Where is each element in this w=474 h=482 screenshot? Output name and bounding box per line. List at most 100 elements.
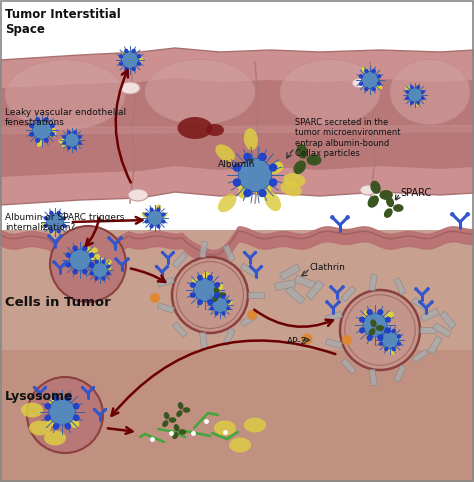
Circle shape xyxy=(66,253,71,258)
Circle shape xyxy=(384,329,388,333)
Polygon shape xyxy=(428,335,442,354)
Circle shape xyxy=(408,88,422,102)
Circle shape xyxy=(384,347,388,351)
Polygon shape xyxy=(326,311,342,321)
Ellipse shape xyxy=(264,191,281,211)
Circle shape xyxy=(238,158,272,192)
Ellipse shape xyxy=(281,181,301,197)
Ellipse shape xyxy=(393,204,403,212)
Circle shape xyxy=(145,220,148,223)
Ellipse shape xyxy=(215,145,235,161)
Ellipse shape xyxy=(283,173,305,187)
Polygon shape xyxy=(0,48,474,205)
Ellipse shape xyxy=(206,124,224,136)
Circle shape xyxy=(155,265,158,268)
Ellipse shape xyxy=(59,139,66,144)
Circle shape xyxy=(107,236,111,240)
Ellipse shape xyxy=(244,417,266,432)
Text: AP-2: AP-2 xyxy=(287,337,307,346)
Ellipse shape xyxy=(216,307,221,314)
Circle shape xyxy=(52,260,56,264)
Circle shape xyxy=(132,67,136,71)
Circle shape xyxy=(210,307,213,310)
Circle shape xyxy=(137,62,141,66)
Ellipse shape xyxy=(368,195,379,208)
FancyArrowPatch shape xyxy=(108,427,132,434)
Circle shape xyxy=(124,49,128,53)
Circle shape xyxy=(365,87,368,91)
Circle shape xyxy=(329,285,333,289)
Polygon shape xyxy=(285,286,305,304)
Circle shape xyxy=(254,251,257,254)
Ellipse shape xyxy=(159,213,167,218)
Circle shape xyxy=(90,265,93,268)
Circle shape xyxy=(421,96,424,100)
Ellipse shape xyxy=(47,130,56,137)
Ellipse shape xyxy=(229,438,251,453)
Ellipse shape xyxy=(297,144,308,159)
Circle shape xyxy=(269,163,277,172)
Ellipse shape xyxy=(214,287,219,295)
Circle shape xyxy=(78,135,82,138)
Circle shape xyxy=(410,86,413,89)
Circle shape xyxy=(49,229,53,233)
Polygon shape xyxy=(173,322,187,338)
Circle shape xyxy=(65,395,71,401)
FancyArrowPatch shape xyxy=(111,340,336,415)
Circle shape xyxy=(363,313,387,337)
Circle shape xyxy=(227,307,230,310)
Circle shape xyxy=(36,138,40,143)
Ellipse shape xyxy=(307,155,321,165)
Circle shape xyxy=(65,423,71,429)
Circle shape xyxy=(45,403,51,409)
Polygon shape xyxy=(240,263,257,277)
Circle shape xyxy=(90,272,93,275)
Polygon shape xyxy=(240,313,257,327)
Ellipse shape xyxy=(386,197,394,207)
Ellipse shape xyxy=(44,430,66,445)
Circle shape xyxy=(44,216,48,220)
Circle shape xyxy=(193,279,217,301)
Circle shape xyxy=(57,211,61,215)
Ellipse shape xyxy=(218,194,237,212)
Circle shape xyxy=(36,118,40,122)
Ellipse shape xyxy=(202,271,210,283)
Bar xyxy=(0,0,474,230)
Circle shape xyxy=(330,215,335,219)
Ellipse shape xyxy=(179,429,186,435)
Ellipse shape xyxy=(49,227,55,235)
FancyArrowPatch shape xyxy=(243,160,253,164)
Circle shape xyxy=(63,135,66,138)
Circle shape xyxy=(378,309,383,315)
Circle shape xyxy=(382,332,399,348)
Ellipse shape xyxy=(155,204,161,212)
Ellipse shape xyxy=(384,343,391,351)
Circle shape xyxy=(227,300,230,303)
Circle shape xyxy=(67,146,71,149)
Circle shape xyxy=(430,300,434,304)
Circle shape xyxy=(465,212,470,216)
Ellipse shape xyxy=(192,278,202,288)
Circle shape xyxy=(210,300,213,303)
Circle shape xyxy=(73,246,78,251)
Ellipse shape xyxy=(236,175,251,189)
Circle shape xyxy=(233,163,241,172)
Ellipse shape xyxy=(212,295,219,302)
Circle shape xyxy=(392,347,396,351)
Circle shape xyxy=(414,287,418,291)
Ellipse shape xyxy=(375,327,385,338)
Text: Tumor Interstitial
Space: Tumor Interstitial Space xyxy=(5,8,121,36)
Ellipse shape xyxy=(62,141,68,147)
Circle shape xyxy=(44,386,47,389)
Ellipse shape xyxy=(267,161,283,174)
Circle shape xyxy=(259,189,266,197)
Ellipse shape xyxy=(362,67,368,74)
Circle shape xyxy=(81,386,84,389)
Circle shape xyxy=(162,213,165,216)
Circle shape xyxy=(92,386,95,389)
Circle shape xyxy=(197,275,202,281)
Circle shape xyxy=(359,74,363,78)
Ellipse shape xyxy=(90,254,100,261)
FancyArrowPatch shape xyxy=(116,70,131,183)
Circle shape xyxy=(406,96,409,100)
